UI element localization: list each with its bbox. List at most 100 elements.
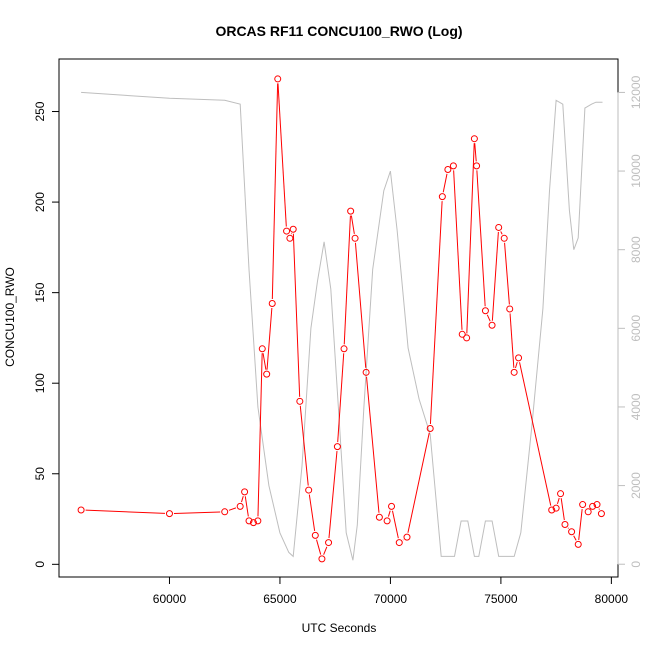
series-1-line [81, 91, 603, 561]
y2-tick-label: 6000 [629, 315, 643, 342]
data-point [561, 520, 569, 528]
data-point [557, 490, 565, 498]
data-point [221, 508, 229, 516]
series-0-segment [476, 170, 486, 307]
series-0-segment [556, 497, 560, 505]
series-0-segment [350, 215, 355, 234]
series-0-segment [266, 307, 273, 370]
data-point [458, 330, 466, 338]
data-point [589, 502, 597, 510]
data-point [500, 234, 508, 242]
data-point [305, 486, 313, 494]
data-point [473, 162, 481, 170]
x-tick-label: 70000 [374, 592, 408, 606]
x-axis: 60000 65000 70000 75000 80000 [153, 576, 629, 606]
series-0-segment [407, 432, 430, 533]
data-point [258, 345, 266, 353]
data-point [593, 501, 601, 509]
data-point [510, 368, 518, 376]
series-0-segment [323, 546, 328, 555]
x-tick-label: 65000 [263, 592, 297, 606]
data-point [236, 502, 244, 510]
y-axis-right: 0 2000 4000 6000 8000 10000 12000 [617, 75, 643, 568]
y-tick-label: 250 [33, 101, 47, 121]
data-point [597, 510, 605, 518]
data-point [463, 334, 471, 342]
data-point [333, 443, 341, 451]
y-tick-label: 150 [33, 282, 47, 302]
x-axis-label: UTC Seconds [302, 621, 377, 635]
series-0-segment [299, 405, 309, 486]
series-0-segment [491, 231, 499, 321]
data-point [388, 502, 396, 510]
series-0-segment [509, 313, 515, 368]
series-0-segment [316, 539, 322, 555]
series-0-segment [257, 353, 263, 517]
series-0-segment [514, 362, 518, 369]
series-0-segment [466, 143, 475, 334]
data-point [254, 517, 262, 525]
data-point [283, 227, 291, 235]
series-0-segment [173, 511, 221, 514]
data-point [318, 555, 326, 563]
series-0-segment [262, 353, 267, 370]
series-0-segment [366, 376, 380, 513]
data-point [351, 234, 359, 242]
series-0-segment [500, 231, 503, 235]
series-0-segment [391, 510, 399, 539]
y2-tick-label: 2000 [629, 472, 643, 499]
y2-tick-label: 10000 [629, 154, 643, 188]
chart-title: ORCAS RF11 CONCU100_RWO (Log) [215, 23, 462, 39]
data-point [241, 488, 249, 496]
data-point [340, 345, 348, 353]
series-0-segment [271, 83, 279, 300]
series-0-segment [573, 535, 577, 541]
series-0-segment [308, 494, 316, 531]
series-0-segment [241, 496, 244, 503]
data-point [515, 354, 523, 362]
data-point [165, 510, 173, 518]
x-tick-label: 80000 [595, 592, 629, 606]
data-point [296, 397, 304, 405]
series-0-segment [429, 201, 443, 425]
data-point [286, 234, 294, 242]
data-point [548, 506, 556, 514]
data-point [470, 135, 478, 143]
plot-frame [58, 58, 619, 578]
y-tick-label: 50 [33, 467, 47, 481]
data-point [375, 513, 383, 521]
y-tick-label: 200 [33, 192, 47, 212]
series-0-segment [504, 242, 510, 305]
series-0-segment [474, 143, 477, 162]
data-point [249, 519, 257, 527]
data-point [347, 207, 355, 215]
series-0-segment [567, 527, 569, 529]
series-0-segment [519, 362, 552, 506]
data-point [245, 517, 253, 525]
data-point [263, 370, 271, 378]
series-layer [77, 75, 605, 563]
series-0-segment [292, 233, 301, 397]
data-point [426, 424, 434, 432]
data-point [584, 508, 592, 516]
data-point [574, 540, 582, 548]
data-point [579, 501, 587, 509]
y-axis-left: 0 50 100 150 200 250 [33, 101, 60, 568]
y-tick-label: 100 [33, 373, 47, 393]
data-point [289, 225, 297, 233]
series-0-segment [354, 242, 367, 368]
series-0-segment [560, 498, 565, 521]
data-point [362, 368, 370, 376]
y2-tick-label: 4000 [629, 393, 643, 420]
data-point [568, 528, 576, 536]
series-0-segment [228, 507, 237, 511]
x-tick-label: 60000 [153, 592, 187, 606]
data-point [395, 539, 403, 547]
data-point [488, 321, 496, 329]
data-point [495, 223, 503, 231]
series-0-segment [578, 508, 583, 540]
data-point [481, 307, 489, 315]
y-tick-label: 0 [33, 561, 47, 568]
x-tick-label: 75000 [484, 592, 518, 606]
data-point [77, 506, 85, 514]
